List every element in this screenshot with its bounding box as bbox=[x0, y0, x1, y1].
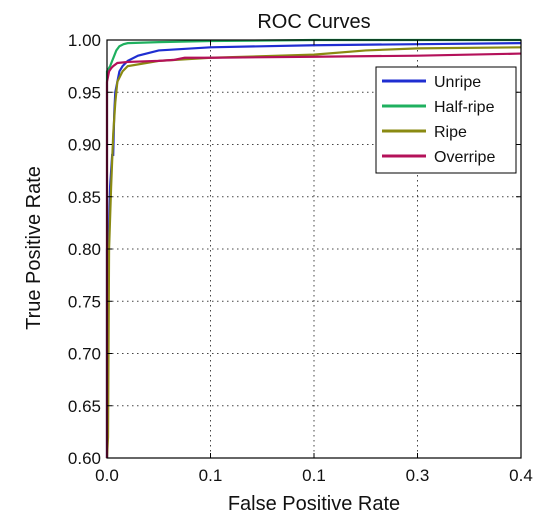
y-tick-label: 1.00 bbox=[68, 31, 101, 50]
y-tick-label: 0.70 bbox=[68, 345, 101, 364]
y-tick-label: 0.95 bbox=[68, 83, 101, 102]
legend-label-half-ripe: Half-ripe bbox=[434, 99, 495, 116]
x-tick-label: 0.1 bbox=[199, 466, 223, 485]
series-line-overripe bbox=[105, 52, 522, 458]
x-tick-label: 0.3 bbox=[406, 466, 430, 485]
y-tick-label: 0.85 bbox=[68, 188, 101, 207]
y-tick-label: 0.60 bbox=[68, 449, 101, 468]
x-tick-label: 0.4 bbox=[509, 466, 533, 485]
legend-label-ripe: Ripe bbox=[434, 124, 467, 141]
series-line-ripe bbox=[105, 46, 522, 459]
x-tick-label: 0.0 bbox=[95, 466, 119, 485]
y-tick-label: 0.75 bbox=[68, 292, 101, 311]
y-tick-label: 0.65 bbox=[68, 397, 101, 416]
legend-label-overripe: Overripe bbox=[434, 149, 495, 166]
legend-label-unripe: Unripe bbox=[434, 74, 481, 91]
y-tick-label: 0.80 bbox=[68, 240, 101, 259]
x-axis-title: False Positive Rate bbox=[228, 493, 400, 515]
y-tick-label: 0.90 bbox=[68, 136, 101, 155]
x-tick-label: 0.1 bbox=[302, 466, 326, 485]
chart-title: ROC Curves bbox=[257, 11, 370, 33]
y-axis-title: True Positive Rate bbox=[23, 166, 45, 330]
plot-area: 0.0 0.1 0.1 0.3 0.4 0.60 0.65 0.70 0.75 0.80 0.85 0… bbox=[68, 31, 533, 485]
